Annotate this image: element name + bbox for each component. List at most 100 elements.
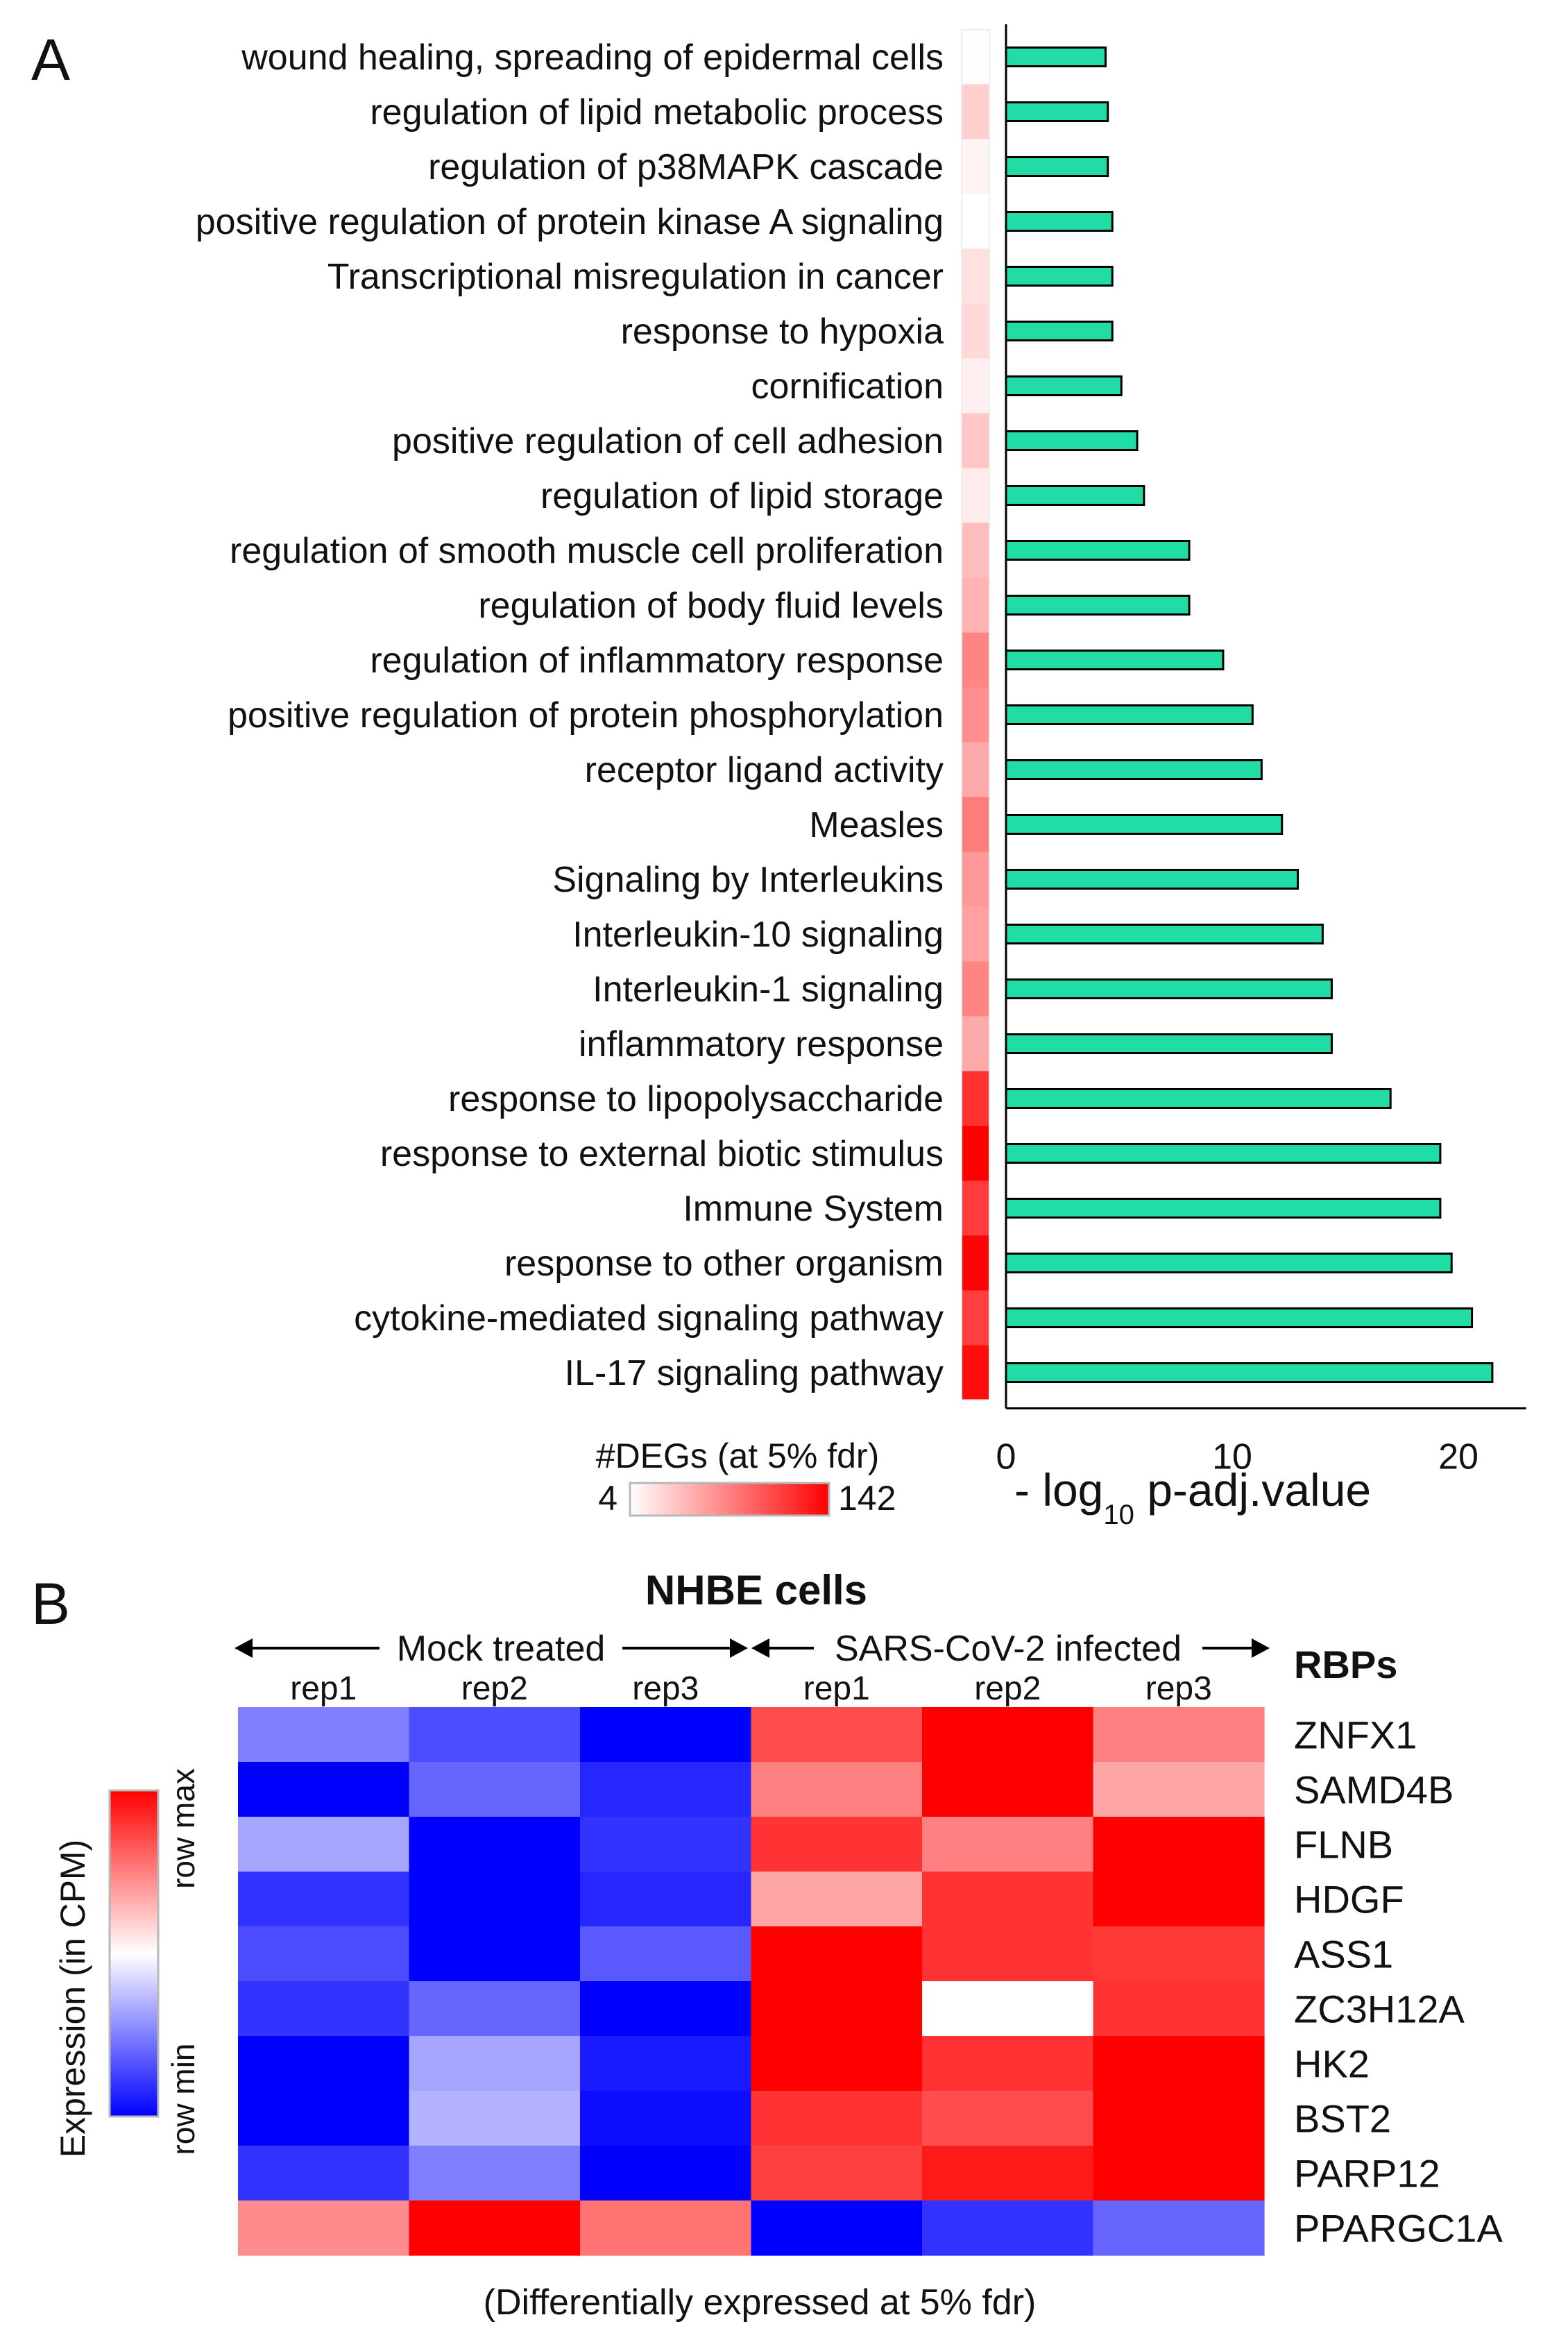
- bar: [1005, 1253, 1453, 1273]
- heatmap-title: NHBE cells: [645, 1567, 867, 1613]
- deg-colorbar-gradient: [629, 1482, 830, 1517]
- heatmap-cell: [922, 1872, 1094, 1927]
- category-label: positive regulation of protein phosphory…: [228, 695, 944, 736]
- heatmap-cell: [238, 1981, 410, 2037]
- heatmap-cell: [1093, 1762, 1265, 1817]
- bar: [1005, 1033, 1333, 1054]
- row-labels: ZNFX1 SAMD4B FLNB HDGF ASS1 ZC3H12A HK2 BST2 PAR…: [1294, 1713, 1503, 2250]
- heatmap-cell: [1093, 2146, 1265, 2201]
- x-axis-label-suffix: p-adj.value: [1134, 1464, 1371, 1516]
- column-label: rep3: [632, 1670, 699, 1707]
- heatmap-cell: [238, 1872, 410, 1927]
- row-label: HK2: [1294, 2042, 1370, 2086]
- category-label: regulation of lipid metabolic process: [370, 92, 944, 133]
- heatmap-cell: [751, 1926, 923, 1982]
- heatmap-cell: [1093, 2036, 1265, 2092]
- group-headers: Mock treated SARS-CoV-2 infected: [235, 1623, 1270, 1669]
- deg-count-cell: [962, 139, 989, 194]
- bar: [1005, 101, 1109, 122]
- heatmap-cell: [922, 1762, 1094, 1817]
- expression-colorbar: Expression (in CPM) row max row min: [53, 1768, 201, 2157]
- deg-count-cell: [962, 851, 989, 907]
- row-label: PPARGC1A: [1294, 2207, 1503, 2250]
- deg-count-cell: [962, 29, 989, 85]
- category-label: regulation of smooth muscle cell prolife…: [230, 531, 944, 571]
- category-label: response to lipopolysaccharide: [448, 1079, 944, 1119]
- heatmap-cell: [580, 1872, 752, 1927]
- deg-colorbar-min-label: 4: [598, 1479, 617, 1518]
- deg-count-cell: [962, 961, 989, 1017]
- heatmap-cell: [409, 1872, 581, 1927]
- heatmap-cell: [238, 2146, 410, 2201]
- deg-count-cell: [962, 632, 989, 688]
- heatmap-cell: [922, 2036, 1094, 2092]
- heatmap-cell: [409, 1707, 581, 1763]
- panel-a: A wound healing, spreading of epidermal …: [31, 24, 1526, 1530]
- heatmap-cell: [580, 1926, 752, 1982]
- heatmap-cell: [1093, 1926, 1265, 1982]
- category-label: Measles: [809, 805, 944, 845]
- column-label: rep3: [1145, 1670, 1212, 1707]
- deg-count-cell: [962, 797, 989, 852]
- heatmap-cell: [238, 2091, 410, 2146]
- category-label: regulation of inflammatory response: [370, 641, 944, 681]
- heatmap-cell: [922, 2091, 1094, 2146]
- heatmap-cell: [922, 2146, 1094, 2201]
- x-axis: 0 10 20: [996, 24, 1526, 1477]
- heatmap-cell: [1093, 1707, 1265, 1763]
- category-label: response to hypoxia: [621, 312, 944, 352]
- heatmap-cell: [409, 1981, 581, 2037]
- category-label: receptor ligand activity: [585, 750, 944, 790]
- heatmap-cell: [580, 1707, 752, 1763]
- category-label: cornification: [751, 366, 944, 407]
- category-label: positive regulation of cell adhesion: [392, 421, 944, 461]
- category-label: inflammatory response: [579, 1024, 944, 1065]
- deg-count-cell: [962, 742, 989, 797]
- bar: [1005, 46, 1107, 67]
- x-tick-label: 0: [996, 1437, 1016, 1477]
- category-label: Immune System: [683, 1189, 944, 1229]
- heatmap-cell: [580, 1762, 752, 1817]
- category-label: regulation of body fluid levels: [478, 586, 944, 626]
- deg-count-strip: [961, 28, 990, 1401]
- deg-count-cell: [962, 1126, 989, 1181]
- heatmap-cell: [922, 1926, 1094, 1982]
- heatmap-cell: [238, 1762, 410, 1817]
- heatmap-cell: [751, 1762, 923, 1817]
- x-tick-label: 20: [1438, 1437, 1478, 1477]
- deg-count-cell: [962, 358, 989, 414]
- heatmap-cell: [238, 1926, 410, 1982]
- bar: [1005, 650, 1225, 670]
- bar: [1005, 375, 1123, 396]
- heatmap-cell: [1093, 2091, 1265, 2146]
- x-axis-label: - log10 p-adj.value: [1014, 1464, 1371, 1530]
- row-label: ZNFX1: [1294, 1713, 1417, 1757]
- heatmap-cell: [751, 1707, 923, 1763]
- heatmap-cell: [580, 1817, 752, 1872]
- term-labels: wound healing, spreading of epidermal ce…: [196, 37, 944, 1393]
- x-axis-label-prefix: - log: [1014, 1464, 1103, 1516]
- row-label: PARP12: [1294, 2152, 1440, 2196]
- row-header: RBPs: [1294, 1643, 1397, 1686]
- row-label: FLNB: [1294, 1823, 1393, 1867]
- panel-b: B NHBE cells Mock treated SARS-CoV-2 infe…: [31, 1567, 1503, 2323]
- group-label-background: [380, 1623, 622, 1666]
- group-label: SARS-CoV-2 infected: [835, 1629, 1182, 1669]
- heatmap-cell: [1093, 1981, 1265, 2037]
- deg-count-cell: [962, 1016, 989, 1071]
- bar: [1005, 430, 1139, 451]
- column-label: rep1: [290, 1670, 357, 1707]
- category-label: positive regulation of protein kinase A …: [196, 202, 944, 242]
- heatmap-cell: [409, 1817, 581, 1872]
- deg-count-cell: [962, 687, 989, 743]
- bar-series: [1005, 46, 1494, 1383]
- deg-count-strip-outline: [961, 28, 990, 1401]
- deg-count-cell: [962, 1290, 989, 1346]
- category-label: Transcriptional misregulation in cancer: [327, 257, 944, 297]
- deg-count-cell: [962, 194, 989, 249]
- category-label: cytokine-mediated signaling pathway: [354, 1298, 944, 1339]
- heatmap-cell: [751, 2146, 923, 2201]
- heatmap-cell: [409, 2146, 581, 2201]
- category-label: Signaling by Interleukins: [552, 860, 944, 900]
